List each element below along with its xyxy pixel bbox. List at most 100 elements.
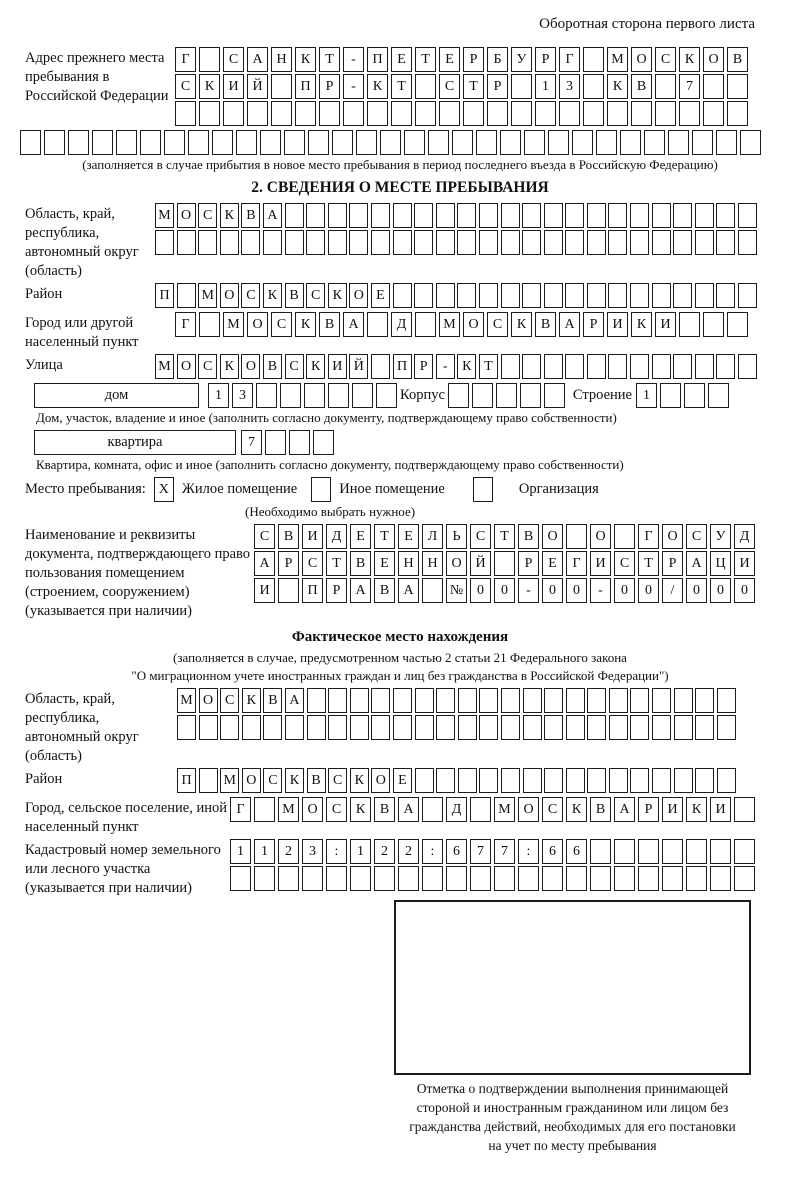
char-cell: [679, 101, 700, 126]
char-cell: Д: [446, 797, 467, 822]
char-cell: И: [655, 312, 676, 337]
char-cell: [349, 688, 369, 713]
char-cell: [695, 768, 715, 793]
char-cell: [230, 866, 251, 891]
char-cell: И: [223, 74, 244, 99]
char-cell: [436, 688, 456, 713]
char-cell: [280, 383, 301, 408]
char-cell: 0: [614, 578, 635, 603]
stamp-box: [394, 900, 751, 1075]
char-cell: Г: [566, 551, 587, 576]
char-cell: [548, 130, 569, 155]
char-cell: [198, 230, 218, 255]
char-cell: [535, 101, 556, 126]
char-cell: [586, 230, 606, 255]
char-cell: [522, 688, 542, 713]
char-cell: С: [686, 524, 707, 549]
prev-address-label: Адрес прежнего места пребывания в Россий…: [25, 50, 169, 104]
char-cell: :: [422, 839, 443, 864]
stamp-area: Отметка о подтверждении выполнения прини…: [394, 900, 751, 1155]
char-cell: [219, 230, 239, 255]
char-cell: [457, 230, 477, 255]
char-cell: П: [295, 74, 316, 99]
char-cell: [306, 715, 326, 740]
char-cell: О: [446, 551, 467, 576]
char-cell: [668, 130, 689, 155]
char-cell: [673, 715, 693, 740]
char-cell: [500, 130, 521, 155]
char-cell: [116, 130, 137, 155]
char-cell: В: [590, 797, 611, 822]
char-cell: [256, 383, 277, 408]
char-cell: С: [614, 551, 635, 576]
char-cell: К: [511, 312, 532, 337]
char-cell: П: [392, 354, 412, 379]
char-cell: С: [284, 354, 304, 379]
char-cell: [392, 230, 412, 255]
char-cell: [614, 839, 635, 864]
char-cell: [457, 768, 477, 793]
char-cell: [349, 203, 369, 228]
char-cell: [586, 283, 606, 308]
char-cell: [686, 839, 707, 864]
char-cell: [587, 768, 607, 793]
char-cell: [707, 383, 729, 408]
stamp-caption-line: стороной и иностранным гражданином или л…: [416, 1100, 729, 1115]
char-cell: [565, 283, 585, 308]
char-cell: [738, 230, 758, 255]
char-cell: [614, 866, 635, 891]
char-cell: [392, 715, 412, 740]
char-cell: [500, 688, 520, 713]
char-cell: [651, 283, 671, 308]
char-cell: Й: [247, 74, 268, 99]
char-cell: 1: [254, 839, 275, 864]
char-cell: [716, 688, 736, 713]
char-cell: [188, 130, 209, 155]
char-cell: [565, 715, 585, 740]
char-cell: [738, 354, 758, 379]
char-cell: [414, 688, 434, 713]
checkbox-inoe: [311, 477, 332, 502]
char-cell: [716, 283, 736, 308]
char-cell: [306, 230, 326, 255]
char-cell: О: [371, 768, 391, 793]
char-cell: Г: [638, 524, 659, 549]
char-cell: С: [175, 74, 196, 99]
char-cell: И: [327, 354, 347, 379]
char-cell: Г: [230, 797, 251, 822]
char-cell: Й: [470, 551, 491, 576]
char-cell: [716, 130, 737, 155]
stamp-caption-line: на учет по месту пребывания: [488, 1138, 657, 1153]
char-cell: К: [607, 74, 628, 99]
char-cell: [716, 715, 736, 740]
char-cell: [415, 74, 436, 99]
char-cell: [263, 715, 283, 740]
char-cell: М: [607, 47, 628, 72]
char-cell: [695, 688, 715, 713]
char-cell: [673, 354, 693, 379]
char-cell: О: [463, 312, 484, 337]
kvartira-cells: 7: [241, 430, 337, 455]
char-cell: [727, 312, 748, 337]
char-cell: [367, 101, 388, 126]
char-cell: [260, 130, 281, 155]
char-cell: К: [306, 354, 326, 379]
char-cell: 0: [734, 578, 755, 603]
char-cell: 1: [230, 839, 251, 864]
char-cell: [662, 839, 683, 864]
char-cell: В: [535, 312, 556, 337]
char-cell: [522, 203, 542, 228]
char-cell: [734, 839, 755, 864]
char-cell: [479, 715, 499, 740]
char-cell: У: [710, 524, 731, 549]
gorod-label: Город или другой населенный пункт: [25, 315, 139, 350]
char-cell: [176, 230, 196, 255]
char-cell: М: [177, 688, 196, 713]
